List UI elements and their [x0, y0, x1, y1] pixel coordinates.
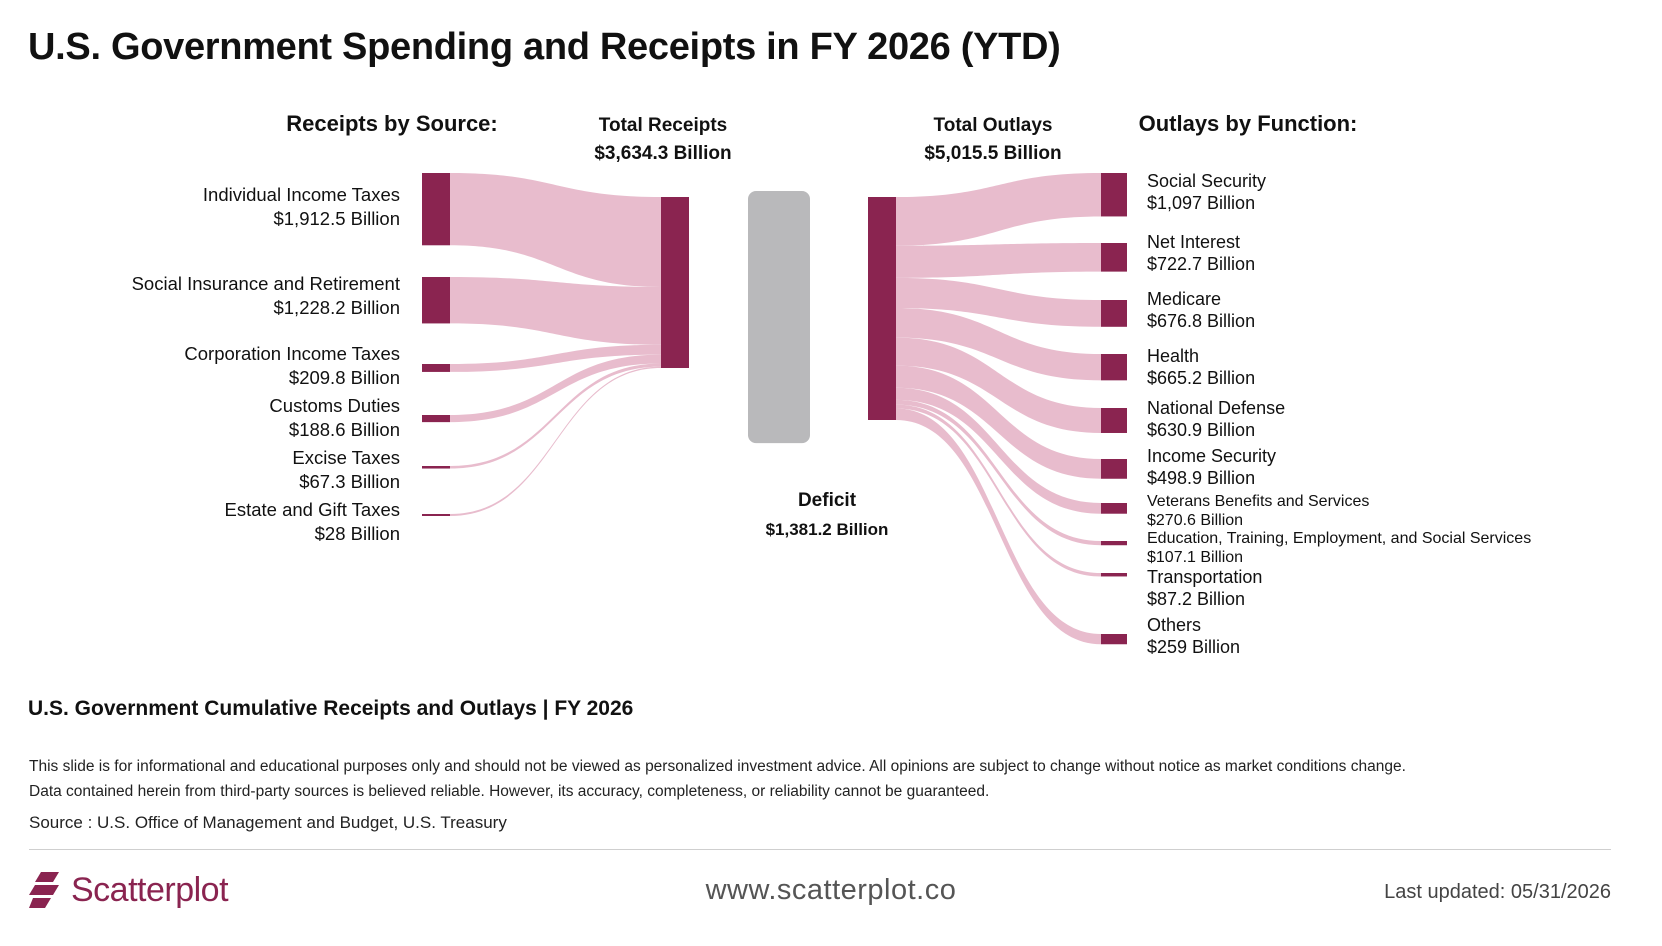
- receipt-node-0: [422, 173, 450, 246]
- outlay-label-9: Others: [1147, 615, 1201, 635]
- receipt-node-2: [422, 364, 450, 372]
- outlay-node-6: [1101, 503, 1127, 514]
- flow-outlay-7: [896, 399, 1101, 546]
- disclaimer-line-1: This slide is for informational and educ…: [29, 758, 1406, 775]
- outlay-label-7: Education, Training, Employment, and Soc…: [1147, 530, 1531, 547]
- outlay-value-1: $722.7 Billion: [1147, 254, 1255, 274]
- outlay-label-8: Transportation: [1147, 567, 1262, 587]
- disclaimer-line-2: Data contained herein from third-party s…: [29, 783, 990, 800]
- outlay-node-7: [1101, 541, 1127, 546]
- receipt-node-5: [422, 514, 450, 516]
- total-outlays-header: Total Outlays: [934, 115, 1053, 136]
- receipt-label-5: Estate and Gift Taxes: [224, 499, 400, 520]
- total-receipts-header: Total Receipts: [599, 115, 727, 136]
- receipts-by-source-header: Receipts by Source:: [286, 111, 498, 136]
- flow-outlay-0: [896, 173, 1101, 246]
- outlay-node-4: [1101, 408, 1127, 433]
- outlay-value-4: $630.9 Billion: [1147, 420, 1255, 440]
- outlay-label-0: Social Security: [1147, 171, 1266, 191]
- outlay-label-5: Income Security: [1147, 446, 1276, 466]
- receipt-label-0: Individual Income Taxes: [203, 184, 400, 205]
- total-outlays-node: [868, 197, 896, 420]
- brand-logo[interactable]: Scatterplot: [29, 870, 229, 910]
- flow-receipt-5: [450, 366, 661, 516]
- outlay-label-1: Net Interest: [1147, 232, 1240, 252]
- sankey-labels: Individual Income Taxes $1,912.5 Billion S…: [132, 171, 1532, 657]
- outlay-label-2: Medicare: [1147, 289, 1221, 309]
- outlay-value-5: $498.9 Billion: [1147, 468, 1255, 488]
- total-receipts-value: $3,634.3 Billion: [594, 143, 731, 164]
- website-link[interactable]: www.scatterplot.co: [705, 874, 957, 906]
- outlay-value-3: $665.2 Billion: [1147, 368, 1255, 388]
- receipt-value-1: $1,228.2 Billion: [273, 297, 400, 318]
- flow-outlay-1: [896, 243, 1101, 278]
- deficit-label: Deficit: [798, 490, 857, 511]
- receipt-node-4: [422, 466, 450, 469]
- receipt-node-1: [422, 277, 450, 324]
- source-note: Source : U.S. Office of Management and B…: [29, 813, 507, 832]
- outlay-value-7: $107.1 Billion: [1147, 549, 1243, 566]
- outlay-label-3: Health: [1147, 346, 1199, 366]
- flow-outlay-6: [896, 387, 1101, 514]
- receipt-value-0: $1,912.5 Billion: [273, 208, 400, 229]
- footer-divider: [29, 849, 1611, 850]
- outlay-node-8: [1101, 573, 1127, 577]
- last-updated: Last updated: 05/31/2026: [1384, 881, 1611, 903]
- flow-outlay-9: [896, 408, 1101, 645]
- outlay-node-9: [1101, 634, 1127, 645]
- deficit-bar: [748, 191, 810, 444]
- outlay-node-0: [1101, 173, 1127, 217]
- outlay-node-1: [1101, 243, 1127, 272]
- outlay-value-9: $259 Billion: [1147, 637, 1240, 657]
- sankey-links: [450, 173, 1101, 645]
- flow-outlay-5: [896, 365, 1101, 479]
- outlay-node-2: [1101, 300, 1127, 327]
- brand-name: Scatterplot: [71, 870, 229, 909]
- outlay-value-6: $270.6 Billion: [1147, 512, 1243, 529]
- deficit-value: $1,381.2 Billion: [766, 520, 889, 539]
- flow-receipt-3: [450, 354, 661, 423]
- total-outlays-value: $5,015.5 Billion: [924, 143, 1061, 164]
- flow-receipt-2: [450, 344, 661, 372]
- outlay-value-8: $87.2 Billion: [1147, 589, 1245, 609]
- outlay-node-5: [1101, 459, 1127, 479]
- scatterplot-logo-icon: [29, 872, 59, 908]
- receipt-label-2: Corporation Income Taxes: [184, 343, 400, 364]
- outlay-label-4: National Defense: [1147, 398, 1285, 418]
- outlay-value-0: $1,097 Billion: [1147, 193, 1255, 213]
- flow-outlay-2: [896, 277, 1101, 327]
- flow-outlay-3: [896, 307, 1101, 381]
- flow-receipt-1: [450, 277, 661, 345]
- receipt-value-5: $28 Billion: [315, 523, 400, 544]
- flow-outlay-8: [896, 404, 1101, 577]
- flow-receipt-4: [450, 363, 661, 469]
- receipt-value-3: $188.6 Billion: [289, 419, 400, 440]
- outlay-label-6: Veterans Benefits and Services: [1147, 493, 1369, 510]
- chart-subtitle: U.S. Government Cumulative Receipts and …: [28, 697, 634, 720]
- flow-outlay-4: [896, 337, 1101, 433]
- receipt-label-4: Excise Taxes: [292, 447, 400, 468]
- receipt-node-3: [422, 415, 450, 423]
- receipt-value-2: $209.8 Billion: [289, 367, 400, 388]
- total-receipts-node: [661, 197, 689, 369]
- sankey-chart: Individual Income Taxes $1,912.5 Billion S…: [132, 111, 1532, 657]
- outlays-by-function-header: Outlays by Function:: [1139, 111, 1358, 136]
- flow-receipt-0: [450, 173, 661, 287]
- receipt-label-3: Customs Duties: [269, 395, 400, 416]
- outlay-node-3: [1101, 354, 1127, 381]
- receipt-label-1: Social Insurance and Retirement: [132, 273, 400, 294]
- receipt-value-4: $67.3 Billion: [299, 471, 400, 492]
- page-title: U.S. Government Spending and Receipts in…: [28, 26, 1061, 68]
- outlay-value-2: $676.8 Billion: [1147, 311, 1255, 331]
- sankey-nodes: [422, 173, 1127, 645]
